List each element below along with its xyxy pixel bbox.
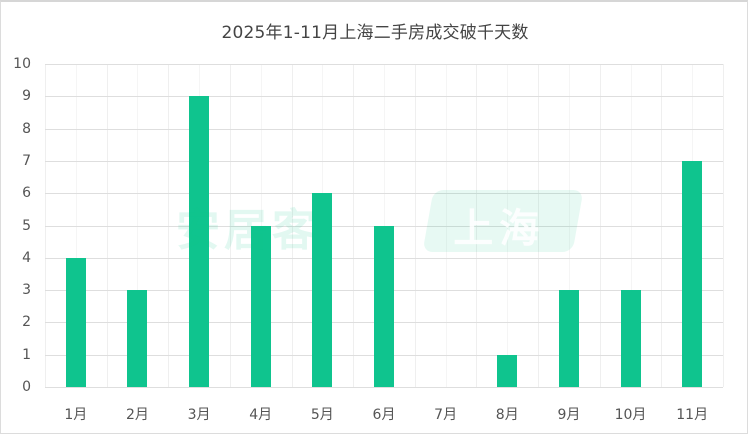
grid-line-horizontal xyxy=(45,96,723,98)
x-tick-label: 5月 xyxy=(310,407,334,423)
x-tick-label: 11月 xyxy=(676,407,709,423)
plot-area xyxy=(45,64,724,388)
bar[interactable] xyxy=(127,290,148,387)
bar[interactable] xyxy=(558,290,579,387)
x-tick-label: 8月 xyxy=(495,407,519,423)
y-tick-label: 7 xyxy=(22,152,31,169)
y-tick-label: 9 xyxy=(22,88,31,105)
y-tick-label: 2 xyxy=(22,314,31,331)
x-tick-label: 7月 xyxy=(434,407,458,423)
x-tick-label: 10月 xyxy=(614,407,647,423)
y-tick-label: 3 xyxy=(22,282,31,299)
bar[interactable] xyxy=(374,225,394,387)
bar[interactable] xyxy=(682,160,703,387)
grid-line-vertical xyxy=(723,64,724,387)
y-tick-label: 6 xyxy=(22,185,31,202)
bar[interactable] xyxy=(189,96,210,387)
bar[interactable] xyxy=(497,354,518,387)
x-tick-label: 2月 xyxy=(125,407,149,423)
y-tick-label: 1 xyxy=(22,346,31,363)
grid-line-horizontal xyxy=(45,387,723,388)
x-tick-label: 9月 xyxy=(557,407,581,423)
x-tick-label: 6月 xyxy=(372,407,396,423)
grid-line-horizontal xyxy=(45,160,723,162)
y-tick-label: 4 xyxy=(22,249,31,266)
bar[interactable] xyxy=(620,290,641,387)
bar[interactable] xyxy=(250,225,271,387)
x-tick-label: 1月 xyxy=(64,407,88,423)
grid-line-horizontal xyxy=(45,64,723,65)
bar[interactable] xyxy=(65,257,86,387)
y-tick-label: 10 xyxy=(13,56,31,72)
x-tick-label: 3月 xyxy=(187,407,211,423)
chart-title: 2025年1-11月上海二手房成交破千天数 xyxy=(221,23,529,43)
y-tick-label: 5 xyxy=(22,217,31,234)
y-tick-label: 0 xyxy=(22,379,31,395)
y-tick-label: 8 xyxy=(22,120,31,137)
grid-line-horizontal xyxy=(45,128,723,130)
x-tick-label: 4月 xyxy=(249,407,273,423)
grid-line-horizontal xyxy=(45,193,723,195)
bar[interactable] xyxy=(312,193,333,387)
